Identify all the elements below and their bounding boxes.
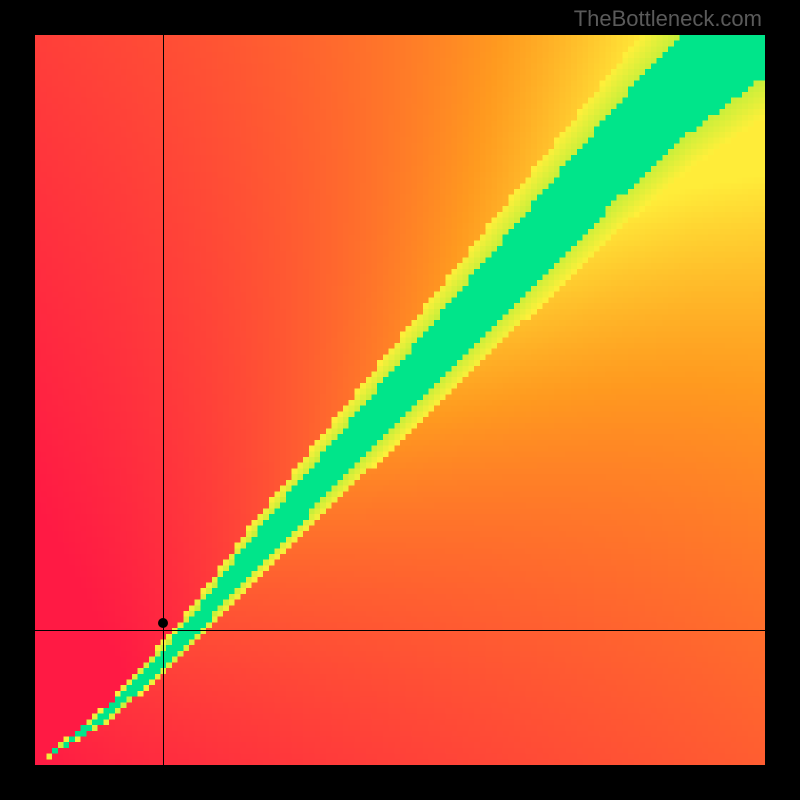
crosshair-horizontal	[35, 630, 765, 631]
heatmap-plot	[35, 35, 765, 765]
heatmap-canvas	[35, 35, 765, 765]
data-point-marker	[158, 618, 168, 628]
crosshair-vertical	[163, 35, 164, 765]
watermark-text: TheBottleneck.com	[574, 6, 762, 32]
